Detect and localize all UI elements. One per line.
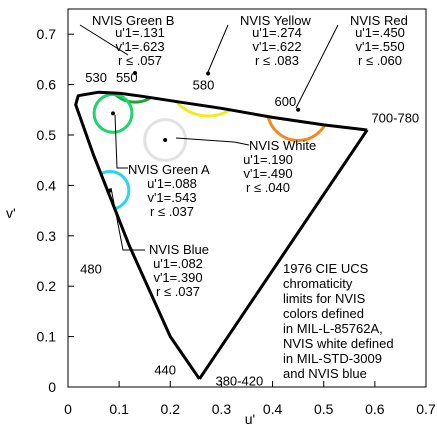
nvis-red-value-label: v'1=.550 <box>355 39 404 54</box>
chart-note-line: colors defined <box>283 306 364 321</box>
nvis-yellow-name-label: NVIS Yellow <box>240 13 311 28</box>
wavelength-labels: 530 550 580 600 700-780 480 440 380-420 <box>80 70 419 388</box>
nvis-green-a-value-label: r ≤ .037 <box>150 204 194 219</box>
y-tick-label: 0.5 <box>37 127 57 143</box>
y-tick-label: 0.2 <box>37 278 57 294</box>
wavelength-label: 480 <box>80 262 102 277</box>
y-tick-label: 0.4 <box>37 177 57 193</box>
nvis-blue-leader-line <box>110 187 145 251</box>
wavelength-label: 580 <box>193 78 215 93</box>
wavelength-label: 380-420 <box>215 373 263 388</box>
nvis-green-b-value-label: v'1=.623 <box>115 39 164 54</box>
nvis-yellow-center-point <box>206 71 211 76</box>
nvis-blue-value-label: v'1=.390 <box>153 270 202 285</box>
nvis-green-b-circle <box>104 92 166 104</box>
x-tick-label: 0.3 <box>212 401 232 417</box>
wavelength-label: 700-780 <box>371 110 419 125</box>
nvis-blue-name-label: NVIS Blue <box>149 242 209 257</box>
nvis-yellow-value-label: u'1=.274 <box>252 25 302 40</box>
nvis-red-value-label: r ≤ .060 <box>358 53 402 68</box>
y-tick-label: 0.6 <box>37 77 57 93</box>
nvis-green-b-name-label: NVIS Green B <box>92 13 174 28</box>
y-tick-label: 0.7 <box>37 26 57 42</box>
leader-lines <box>79 24 339 251</box>
nvis-yellow-circle <box>164 92 253 118</box>
nvis-white-center-point <box>163 138 168 143</box>
x-tick-label: 0.7 <box>416 401 436 417</box>
x-tick-label: 0.2 <box>161 401 181 417</box>
chart-note-line: 1976 CIE UCS <box>283 261 369 276</box>
nvis-blue-value-label: u'1=.082 <box>153 256 203 271</box>
y-axis-label: v' <box>6 205 16 221</box>
nvis-white-leader-line <box>175 137 250 146</box>
y-tick-label: 0.3 <box>37 228 57 244</box>
nvis-green-a-circle <box>92 92 134 134</box>
nvis-green-a-leader-line <box>114 114 128 169</box>
nvis-white-name-label: NVIS White <box>249 138 316 153</box>
nvis-green-a-center-point <box>111 111 116 116</box>
chart-note-line: and NVIS blue <box>283 366 367 381</box>
chart-note-line: in MIL-L-85762A, <box>283 321 383 336</box>
nvis-green-b-leader-line <box>79 24 129 56</box>
chart-note-line: in MIL-STD-3009 <box>283 351 382 366</box>
nvis-white-value-label: u'1=.190 <box>243 152 293 167</box>
x-tick-label: 0 <box>64 401 72 417</box>
chart-note-line: NVIS white defined <box>283 336 394 351</box>
x-tick-label: 0.6 <box>365 401 385 417</box>
nvis-green-a-value-label: u'1=.088 <box>147 176 197 191</box>
nvis-green-b-value-label: r ≤ .057 <box>118 53 162 68</box>
nvis-white-value-label: v'1=.490 <box>243 166 292 181</box>
nvis-red-name-label: NVIS Red <box>350 13 408 28</box>
nvis-white-value-label: r ≤ .040 <box>246 180 290 195</box>
spectral-locus <box>74 90 368 380</box>
nvis-green-a-name-label: NVIS Green A <box>128 162 210 177</box>
y-tick-label: 0.1 <box>37 329 57 345</box>
x-tick-label: 0.1 <box>109 401 129 417</box>
nvis-yellow-leader-line <box>207 24 229 73</box>
nvis-green-b-center-point <box>132 71 137 76</box>
nvis-white-circle <box>143 118 188 162</box>
wavelength-label: 550 <box>116 70 138 85</box>
x-axis-label: u' <box>245 411 255 425</box>
chart-note-line: limits for NVIS <box>283 291 366 306</box>
x-tick-label: 0.5 <box>314 401 334 417</box>
chart-note-line: chromaticity <box>283 276 353 291</box>
y-tick-label: 0 <box>48 379 56 395</box>
nvis-red-center-point <box>296 107 301 112</box>
nvis-blue-value-label: r ≤ .037 <box>156 284 200 299</box>
nvis-red-leader-line <box>295 24 339 109</box>
x-tick-label: 0.4 <box>263 401 283 417</box>
nvis-green-a-value-label: v'1=.543 <box>147 190 196 205</box>
nvis-yellow-value-label: v'1=.622 <box>252 39 301 54</box>
wavelength-label: 530 <box>85 70 107 85</box>
axis-ticks: 0 0.1 0.2 0.3 0.4 0.5 0.6 0.7 0 0.1 0.2 0.3 0.4 0.5 0.… <box>37 26 436 417</box>
wavelength-label: 600 <box>275 94 297 109</box>
nvis-green-b-value-label: u'1=.131 <box>115 25 165 40</box>
wavelength-label: 440 <box>154 362 176 377</box>
nvis-yellow-value-label: r ≤ .083 <box>255 53 299 68</box>
purple-line <box>198 129 369 380</box>
nvis-red-value-label: u'1=.450 <box>355 25 405 40</box>
